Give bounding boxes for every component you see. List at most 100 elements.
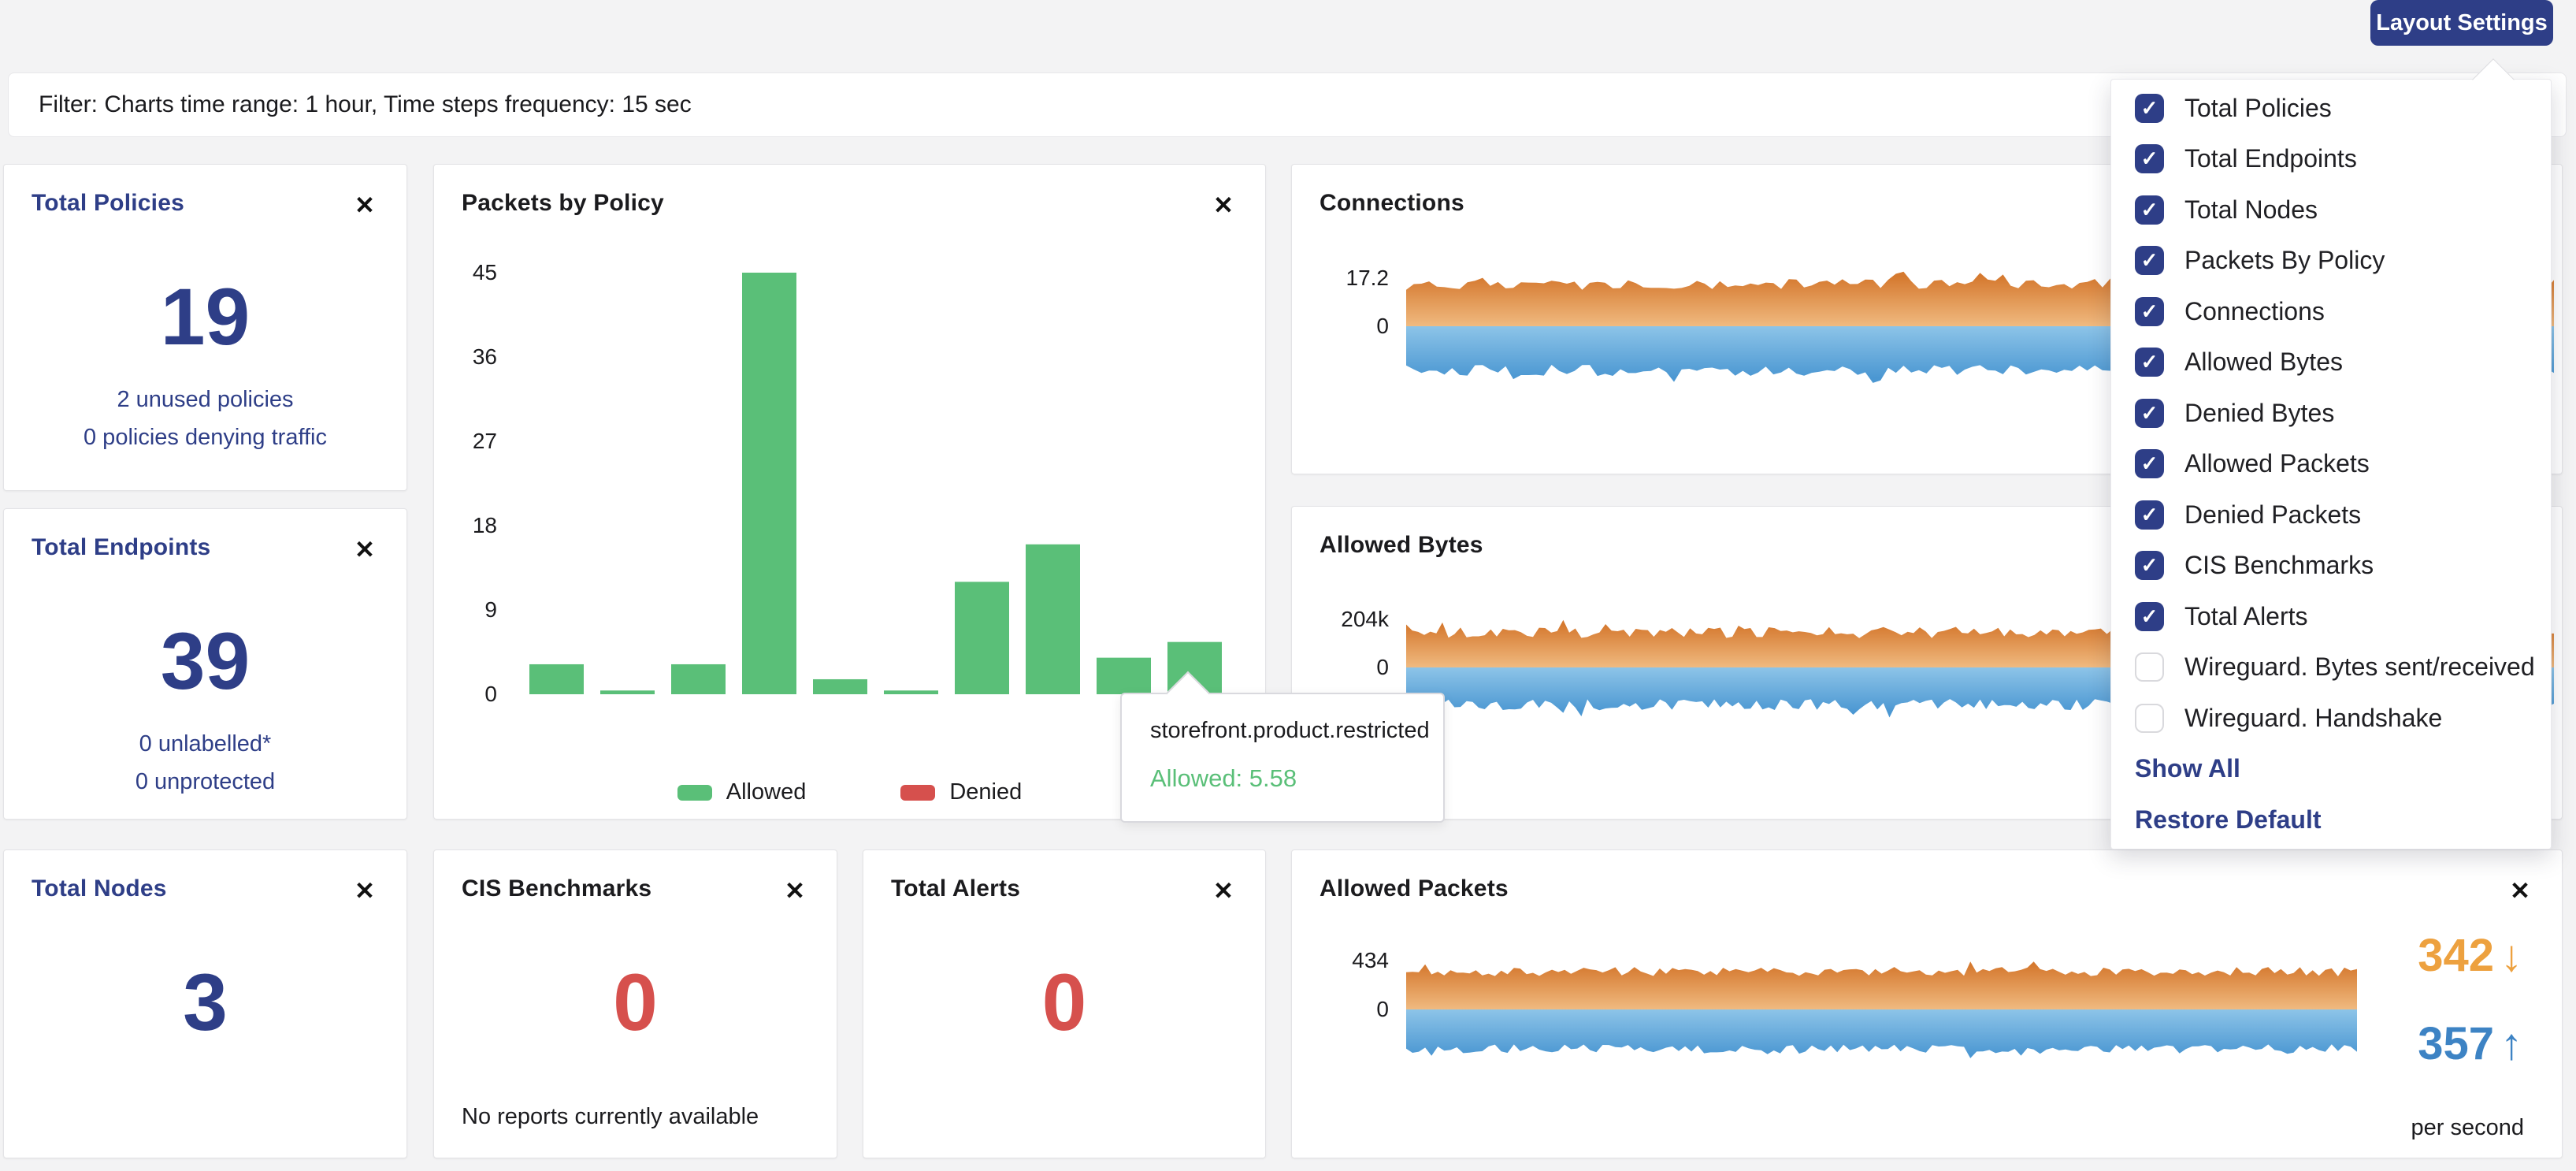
layout-menu-item[interactable]: ✓ Connections (2135, 286, 2551, 337)
unlabelled-text: 0 unlabelled* (139, 731, 272, 757)
layout-menu-item[interactable]: ✓ Total Alerts (2135, 591, 2551, 642)
close-icon[interactable]: ✕ (354, 191, 375, 219)
checkbox-unchecked-icon[interactable] (2135, 703, 2164, 733)
checkbox-unchecked-icon[interactable] (2135, 652, 2164, 682)
axis-tick-label: 45 (472, 260, 497, 284)
allowed-packets-chart[interactable] (1292, 850, 2563, 1159)
axis-tick-label: 434 (1352, 948, 1389, 972)
layout-menu-item-label: Denied Packets (2184, 500, 2362, 529)
checkbox-checked-icon[interactable]: ✓ (2135, 398, 2164, 428)
checkbox-checked-icon[interactable]: ✓ (2135, 500, 2164, 530)
bar-allowed (813, 678, 867, 694)
layout-menu-items: ✓ Total Policies ✓ Total Endpoints ✓ Total No… (2135, 83, 2551, 744)
packets-sent-stat: 357 ↑ (2418, 1017, 2522, 1070)
checkbox-checked-icon[interactable]: ✓ (2135, 144, 2164, 174)
layout-menu-item[interactable]: ✓ Allowed Bytes (2135, 337, 2551, 388)
close-icon[interactable]: ✕ (1213, 877, 1234, 905)
layout-menu-item-label: Wireguard. Handshake (2184, 703, 2443, 732)
layout-menu-item[interactable]: ✓ Total Nodes (2135, 184, 2551, 236)
restore-default-link[interactable]: Restore Default (2135, 805, 2322, 834)
layout-settings-label: Layout Settings (2376, 9, 2548, 35)
filter-text: Filter: Charts time range: 1 hour, Time … (39, 91, 692, 117)
show-all-link[interactable]: Show All (2135, 754, 2240, 783)
unused-policies-text: 2 unused policies (117, 387, 294, 412)
layout-menu-item-label: Connections (2184, 296, 2325, 325)
layout-settings-menu: ✓ Total Policies ✓ Total Endpoints ✓ Total No… (2110, 58, 2552, 849)
close-icon[interactable]: ✕ (354, 536, 375, 563)
layout-menu-item[interactable]: ✓ Total Policies (2135, 83, 2551, 134)
axis-tick-label: 18 (472, 513, 497, 537)
chart-tooltip: storefront.product.restricted Allowed: 5… (1120, 671, 1445, 823)
checkbox-checked-icon[interactable]: ✓ (2135, 348, 2164, 377)
bar-allowed (600, 690, 655, 694)
checkbox-checked-icon[interactable]: ✓ (2135, 195, 2164, 225)
layout-settings-button[interactable]: Layout Settings (2370, 0, 2553, 46)
packets-received-value: 342 (2418, 930, 2494, 981)
layout-menu-item-label: Total Endpoints (2184, 144, 2357, 173)
received-area (1406, 1009, 2357, 1058)
bar-allowed (671, 664, 726, 694)
axis-tick-label: 0 (1376, 655, 1389, 679)
layout-menu-item-label: Allowed Packets (2184, 449, 2370, 478)
total-policies-value: 19 (160, 272, 251, 362)
legend-item-denied: Denied (900, 779, 1022, 805)
layout-menu-item[interactable]: Wireguard. Bytes sent/received (2135, 642, 2551, 693)
layout-menu-item[interactable]: ✓ CIS Benchmarks (2135, 541, 2551, 592)
card-title: Allowed Packets (1320, 875, 1509, 901)
checkbox-checked-icon[interactable]: ✓ (2135, 93, 2164, 123)
close-icon[interactable]: ✕ (2510, 877, 2530, 905)
total-alerts-value: 0 (1041, 957, 1087, 1047)
layout-menu-item[interactable]: ✓ Total Endpoints (2135, 134, 2551, 185)
checkbox-checked-icon[interactable]: ✓ (2135, 449, 2164, 479)
card-title: CIS Benchmarks (462, 875, 652, 901)
checkbox-checked-icon[interactable]: ✓ (2135, 246, 2164, 276)
bar-allowed (742, 273, 796, 694)
close-icon[interactable]: ✕ (785, 877, 805, 905)
card-title: Total Alerts (891, 875, 1021, 901)
denied-swatch-icon (900, 784, 936, 801)
checkbox-checked-icon[interactable]: ✓ (2135, 551, 2164, 581)
layout-menu-item[interactable]: ✓ Denied Bytes (2135, 388, 2551, 439)
cis-benchmarks-value: 0 (613, 957, 658, 1047)
card-title: Total Policies (32, 190, 184, 216)
checkbox-checked-icon[interactable]: ✓ (2135, 601, 2164, 631)
legend-item-allowed: Allowed (677, 779, 807, 805)
total-nodes-value: 3 (183, 957, 228, 1047)
card-total-policies: Total Policies ✕ 19 2 unused policies 0 … (3, 164, 407, 491)
card-title: Packets by Policy (462, 190, 664, 216)
axis-tick-label: 27 (472, 429, 497, 453)
card-cis-benchmarks: CIS Benchmarks ✕ 0 No reports currently … (433, 849, 837, 1158)
layout-menu-item-label: Packets By Policy (2184, 246, 2385, 275)
sent-area (1406, 961, 2357, 1009)
layout-menu-item-label: Denied Bytes (2184, 398, 2335, 427)
layout-menu-item-label: Allowed Bytes (2184, 348, 2343, 377)
axis-tick-label: 0 (1376, 997, 1389, 1021)
checkbox-checked-icon[interactable]: ✓ (2135, 296, 2164, 326)
total-endpoints-value: 39 (160, 616, 251, 706)
card-total-alerts: Total Alerts ✕ 0 (863, 849, 1266, 1158)
packets-sent-value: 357 (2418, 1018, 2494, 1069)
card-title: Total Nodes (32, 875, 167, 901)
layout-menu-item-label: Wireguard. Bytes sent/received (2184, 652, 2535, 682)
unprotected-text: 0 unprotected (135, 769, 276, 794)
tooltip-allowed-value: Allowed: 5.58 (1150, 764, 1297, 792)
legend-label-allowed: Allowed (726, 779, 807, 805)
layout-menu-item[interactable]: Wireguard. Handshake (2135, 693, 2551, 744)
layout-menu-item-label: Total Nodes (2184, 195, 2318, 224)
layout-menu-item[interactable]: ✓ Allowed Packets (2135, 439, 2551, 490)
card-title: Connections (1320, 190, 1464, 216)
card-title: Total Endpoints (32, 534, 211, 560)
allowed-swatch-icon (677, 784, 712, 801)
bar-allowed (529, 664, 584, 694)
layout-menu-item[interactable]: ✓ Packets By Policy (2135, 236, 2551, 287)
tooltip-policy-name: storefront.product.restricted (1150, 718, 1430, 743)
arrow-up-icon: ↑ (2500, 1019, 2522, 1069)
layout-menu-item-label: Total Alerts (2184, 601, 2308, 630)
arrow-down-icon: ↓ (2500, 931, 2522, 980)
layout-menu-item[interactable]: ✓ Denied Packets (2135, 489, 2551, 541)
close-icon[interactable]: ✕ (1213, 191, 1234, 219)
bar-allowed (1026, 544, 1080, 694)
close-icon[interactable]: ✕ (354, 877, 375, 905)
axis-tick-label: 0 (1376, 314, 1389, 338)
